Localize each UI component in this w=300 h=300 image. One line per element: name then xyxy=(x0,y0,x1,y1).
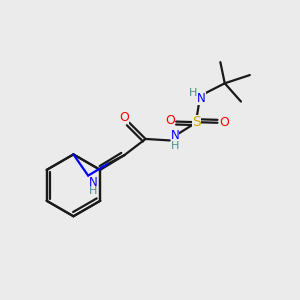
Text: N: N xyxy=(89,176,98,189)
Text: O: O xyxy=(219,116,229,129)
Text: H: H xyxy=(189,88,197,98)
Text: O: O xyxy=(165,115,175,128)
Text: S: S xyxy=(192,115,201,129)
Text: N: N xyxy=(171,129,179,142)
Text: H: H xyxy=(89,186,98,196)
Text: H: H xyxy=(171,141,179,151)
Text: O: O xyxy=(119,111,129,124)
Text: N: N xyxy=(197,92,206,104)
